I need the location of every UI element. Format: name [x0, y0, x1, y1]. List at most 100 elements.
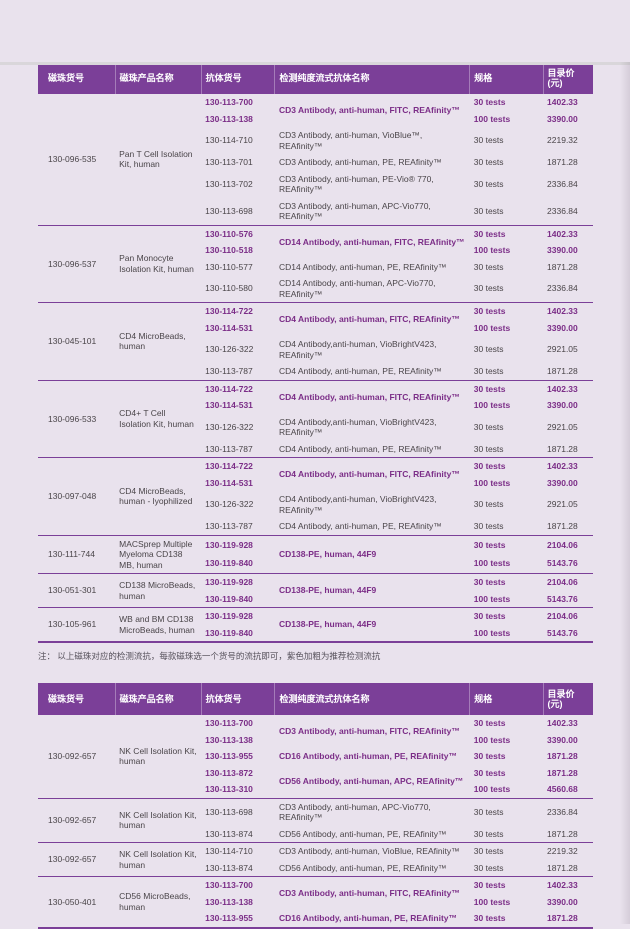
spec-cell: 30 tests: [473, 344, 504, 355]
antibody-cat-cell: 130-113-138: [205, 113, 253, 124]
spec-cell: 100 tests: [473, 245, 511, 255]
bead-id-cell: 130-092-657: [38, 842, 116, 877]
spec-cell: 30 tests: [469, 379, 544, 397]
table-row: 130-110-580 CD14 Antibody, anti-human, AP…: [38, 275, 593, 303]
antibody-cat-cell: 130-114-722: [201, 302, 275, 320]
antibody-cat-cell: 130-110-577: [205, 261, 253, 272]
antibody-cat-cell: 130-113-138: [205, 734, 253, 745]
spec-cell: 30 tests: [473, 421, 504, 432]
table-row: 130-096-537 Pan Monocyte Isolation Kit, h…: [38, 224, 593, 303]
spec-cell: 30 tests: [473, 718, 506, 728]
price-cell: 3390.00: [547, 322, 578, 333]
page-top-edge: [0, 62, 630, 65]
spec-cell: 30 tests: [473, 178, 504, 189]
table-row: 130-113-310 100 tests 4560.68: [38, 781, 593, 798]
price-cell: 2336.84: [547, 283, 578, 294]
table-row: 130-126-322 CD4 Antibody,anti-human, VioB…: [38, 336, 593, 363]
price-cell: 3390.00: [547, 477, 578, 488]
antibody-name-cell: CD138-PE, human, 44F9: [274, 573, 470, 608]
antibody-name-cell: CD3 Antibody, anti-human, PE, REAfinity™: [278, 157, 442, 167]
antibody-name-cell: CD16 Antibody, anti-human, PE, REAfinity…: [278, 751, 458, 761]
antibody-name-cell: CD4 Antibody, anti-human, PE, REAfinity™: [278, 521, 442, 531]
product-name-cell: Pan T Cell Isolation Kit, human: [119, 148, 193, 170]
antibody-cat-cell: 130-113-874: [205, 828, 253, 839]
price-cell: 5143.76: [547, 558, 578, 569]
antibody-cat-cell: 130-114-710: [205, 135, 253, 146]
price-cell: 3390.00: [547, 734, 578, 745]
column-header: 磁珠货号: [38, 683, 116, 715]
spec-cell: 100 tests: [473, 113, 511, 124]
product-name-cell: NK Cell Isolation Kit, human: [115, 842, 202, 877]
antibody-name-cell: CD3 Antibody, anti-human, FITC, REAfinit…: [274, 876, 470, 910]
bead-id-cell: 130-092-657: [38, 797, 116, 843]
antibody-name-cell: CD3 Antibody, anti-human, VioBlue, REAfi…: [274, 842, 470, 860]
antibody-name-cell: CD56 Antibody, anti-human, APC, REAfinit…: [278, 775, 464, 786]
table-row: 130-096-533 CD4+ T Cell Isolation Kit, hu…: [38, 379, 593, 458]
spec-cell: 30 tests: [469, 797, 544, 826]
spec-cell: 100 tests: [473, 627, 511, 638]
spec-cell: 30 tests: [473, 751, 506, 761]
antibody-name-cell: CD16 Antibody, anti-human, PE, REAfinity…: [278, 913, 458, 923]
column-header: 检测纯度流式抗体名称: [274, 683, 470, 715]
bead-id-cell: 130-096-533: [38, 379, 116, 458]
column-header: 磁珠货号: [38, 62, 116, 94]
antibody-name-cell: CD4 Antibody, anti-human, FITC, REAfinit…: [274, 302, 470, 336]
spec-cell: 30 tests: [473, 443, 504, 454]
antibody-name-cell: CD14 Antibody, anti-human, APC-Vio770, R…: [278, 278, 436, 299]
column-header: 抗体货号: [200, 683, 275, 715]
price-cell: 1871.28: [547, 521, 578, 531]
antibody-cat-cell: 130-126-322: [205, 344, 254, 355]
table-row: 130-113-787 CD4 Antibody, anti-human, PE,…: [38, 363, 593, 380]
price-cell: 1402.33: [547, 97, 578, 107]
spec-cell: 30 tests: [469, 842, 544, 860]
antibody-cat-cell: 130-119-928: [201, 573, 275, 591]
price-cell: 1871.28: [547, 157, 578, 167]
table-row: 130-113-138 100 tests 3390.00: [38, 111, 593, 128]
table-row: 130-119-840 100 tests 5143.76: [38, 625, 593, 642]
price-cell: 4560.68: [547, 784, 578, 794]
table-row: 130-045-101 CD4 MicroBeads, human 130-114-…: [38, 302, 593, 380]
price-cell: 2104.06: [543, 534, 593, 555]
spec-cell: 30 tests: [473, 283, 504, 294]
antibody-cat-cell: 130-113-310: [205, 784, 253, 794]
table-row: 130-113-787 CD4 Antibody, anti-human, PE,…: [38, 518, 593, 535]
price-cell: 1402.33: [543, 379, 593, 397]
antibody-cat-cell: 130-113-701: [205, 157, 253, 167]
price-cell: 2336.84: [547, 178, 578, 189]
price-cell: 2921.05: [547, 499, 578, 510]
column-header: 目录价(元): [542, 62, 593, 94]
table-row: 130-110-518 100 tests 3390.00: [38, 242, 593, 259]
column-header: 磁珠产品名称: [114, 62, 202, 94]
table-row: 130-114-531 100 tests 3390.00: [38, 397, 593, 414]
antibody-cat-cell: 130-113-874: [205, 862, 253, 873]
table-row: 130-111-744 MACSprep Multiple Myeloma CD1…: [38, 534, 593, 574]
table-row: 130-113-702 CD3 Antibody, anti-human, PE-…: [38, 171, 593, 198]
price-cell: 3390.00: [547, 113, 578, 124]
bead-id-cell: 130-045-101: [38, 302, 116, 380]
antibody-name-cell: CD3 Antibody, anti-human, FITC, REAfinit…: [278, 105, 460, 116]
spec-cell: 30 tests: [469, 457, 544, 475]
antibody-cat-cell: 130-113-787: [205, 366, 253, 376]
price-cell: 2921.05: [547, 421, 578, 432]
spec-cell: 30 tests: [473, 261, 504, 272]
antibody-name-cell: CD138-PE, human, 44F9: [274, 607, 470, 641]
antibody-cat-cell: 130-113-955: [205, 913, 253, 923]
antibody-name-cell: CD4 Antibody, anti-human, FITC, REAfinit…: [274, 379, 470, 414]
bead-id-cell: 130-051-301: [38, 573, 116, 608]
table-row: 130-097-048 CD4 MicroBeads, human - lyoph…: [38, 457, 593, 535]
antibody-cat-cell: 130-110-580: [205, 283, 253, 294]
antibody-cat-cell: 130-113-787: [205, 521, 253, 531]
table-row: 130-051-301 CD138 MicroBeads, human 130-11…: [38, 573, 593, 608]
price-cell: 2104.06: [543, 607, 593, 625]
price-cell: 1402.33: [547, 718, 578, 728]
price-cell: 1402.33: [543, 457, 593, 475]
spec-cell: 30 tests: [473, 135, 504, 146]
product-name-cell: CD4 MicroBeads, human: [115, 302, 202, 380]
spec-cell: 30 tests: [473, 913, 506, 923]
spec-cell: 30 tests: [473, 767, 506, 778]
bead-id-cell: 130-105-961: [38, 607, 116, 641]
table-row: 130-114-531 100 tests 3390.00: [38, 320, 593, 337]
price-cell: 3390.00: [547, 245, 578, 255]
spec-cell: 30 tests: [469, 876, 544, 894]
page-edge-shadow: [620, 62, 630, 924]
